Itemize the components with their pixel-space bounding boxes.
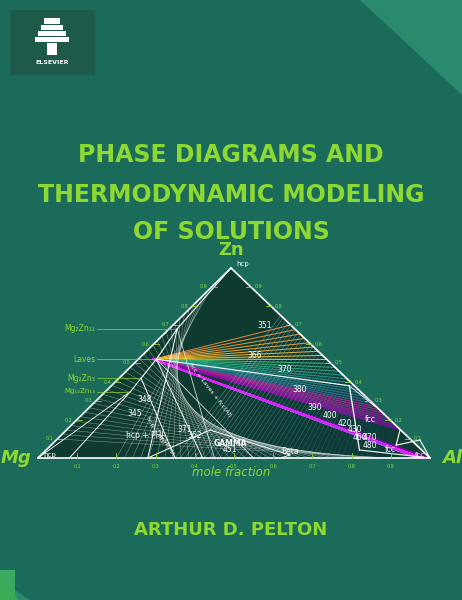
Text: Laves: Laves: [73, 355, 95, 364]
Text: 0.1: 0.1: [414, 437, 422, 442]
Text: 0.5: 0.5: [123, 361, 130, 365]
Text: fcc: fcc: [384, 445, 395, 455]
Text: 0.6: 0.6: [142, 341, 150, 346]
Text: Mg₂Zn₁₁: Mg₂Zn₁₁: [64, 324, 95, 334]
Text: 0.7: 0.7: [161, 323, 169, 328]
Text: 0.9: 0.9: [200, 284, 208, 289]
Text: 0.6: 0.6: [269, 463, 277, 469]
Text: 362: 362: [188, 431, 202, 439]
Text: GAMMA: GAMMA: [213, 439, 247, 448]
Text: Mg: Mg: [0, 449, 31, 467]
Text: fcc: fcc: [415, 452, 425, 458]
Text: 0.4: 0.4: [103, 379, 111, 385]
Text: 371: 371: [178, 425, 192, 434]
Polygon shape: [38, 268, 430, 458]
Text: 0.5: 0.5: [230, 463, 238, 469]
Text: Mg₁₂Zn₁₃: Mg₁₂Zn₁₃: [64, 389, 95, 395]
Text: 0.6: 0.6: [315, 341, 322, 346]
Text: 0.2: 0.2: [65, 418, 73, 422]
Text: 366: 366: [248, 350, 262, 359]
FancyBboxPatch shape: [35, 37, 69, 42]
Text: 0.9: 0.9: [387, 463, 395, 469]
Text: 0.2: 0.2: [394, 418, 402, 422]
Text: 0.5: 0.5: [334, 361, 342, 365]
Text: 351: 351: [258, 320, 272, 329]
Text: 480: 480: [363, 440, 377, 449]
Text: 390: 390: [308, 403, 322, 413]
Text: mole fraction: mole fraction: [192, 466, 270, 479]
Polygon shape: [0, 580, 30, 600]
Text: 430: 430: [348, 425, 362, 434]
FancyBboxPatch shape: [47, 43, 57, 55]
Text: 345: 345: [128, 409, 142, 418]
Text: 370: 370: [278, 365, 292, 374]
Text: 0.1: 0.1: [73, 463, 81, 469]
Text: 0.2: 0.2: [113, 463, 120, 469]
Text: 0.1: 0.1: [46, 437, 53, 442]
Text: ELSEVIER: ELSEVIER: [35, 59, 69, 64]
Text: 0.8: 0.8: [348, 463, 355, 469]
Text: 0.3: 0.3: [84, 398, 92, 403]
Text: 0.7: 0.7: [295, 323, 303, 328]
Text: 460: 460: [353, 433, 367, 443]
FancyBboxPatch shape: [44, 18, 60, 24]
Text: + GAMMA: + GAMMA: [155, 427, 175, 457]
Polygon shape: [360, 0, 462, 95]
Text: 400: 400: [322, 410, 337, 419]
Text: hcp + PHI: hcp + PHI: [126, 431, 164, 439]
Text: ARTHUR D. PELTON: ARTHUR D. PELTON: [134, 521, 328, 539]
Text: hcp: hcp: [236, 261, 249, 267]
FancyBboxPatch shape: [41, 25, 63, 30]
Text: 0.4: 0.4: [191, 463, 199, 469]
Text: 348: 348: [138, 395, 152, 404]
Text: PHASE DIAGRAMS AND: PHASE DIAGRAMS AND: [78, 143, 384, 167]
FancyBboxPatch shape: [38, 31, 66, 36]
Polygon shape: [0, 575, 18, 600]
Text: 0.4: 0.4: [354, 379, 362, 385]
Text: 470: 470: [363, 433, 377, 442]
Text: Zn: Zn: [218, 241, 244, 259]
Text: THERMODYNAMIC MODELING: THERMODYNAMIC MODELING: [38, 183, 424, 207]
Text: fcc: fcc: [365, 415, 376, 425]
Text: Al: Al: [442, 449, 462, 467]
Text: 0.8: 0.8: [275, 304, 283, 308]
Text: hcp + PHI: hcp + PHI: [145, 415, 165, 445]
Text: 420: 420: [338, 419, 352, 427]
Polygon shape: [0, 570, 15, 600]
Text: hcp: hcp: [43, 452, 56, 458]
Text: 0.7: 0.7: [309, 463, 316, 469]
Text: 451: 451: [223, 445, 237, 455]
Text: OF SOLUTIONS: OF SOLUTIONS: [133, 220, 329, 244]
Text: 0.8: 0.8: [181, 304, 188, 308]
Text: Beta: Beta: [281, 446, 299, 455]
Text: 0.3: 0.3: [152, 463, 159, 469]
Text: 0.3: 0.3: [374, 398, 382, 403]
Text: 380: 380: [293, 385, 307, 395]
Text: Mg₂Zn₃: Mg₂Zn₃: [67, 374, 95, 383]
Text: fcc + Laves + fcc(Al): fcc + Laves + fcc(Al): [188, 362, 232, 418]
FancyBboxPatch shape: [10, 10, 95, 75]
Text: 0.9: 0.9: [255, 284, 262, 289]
